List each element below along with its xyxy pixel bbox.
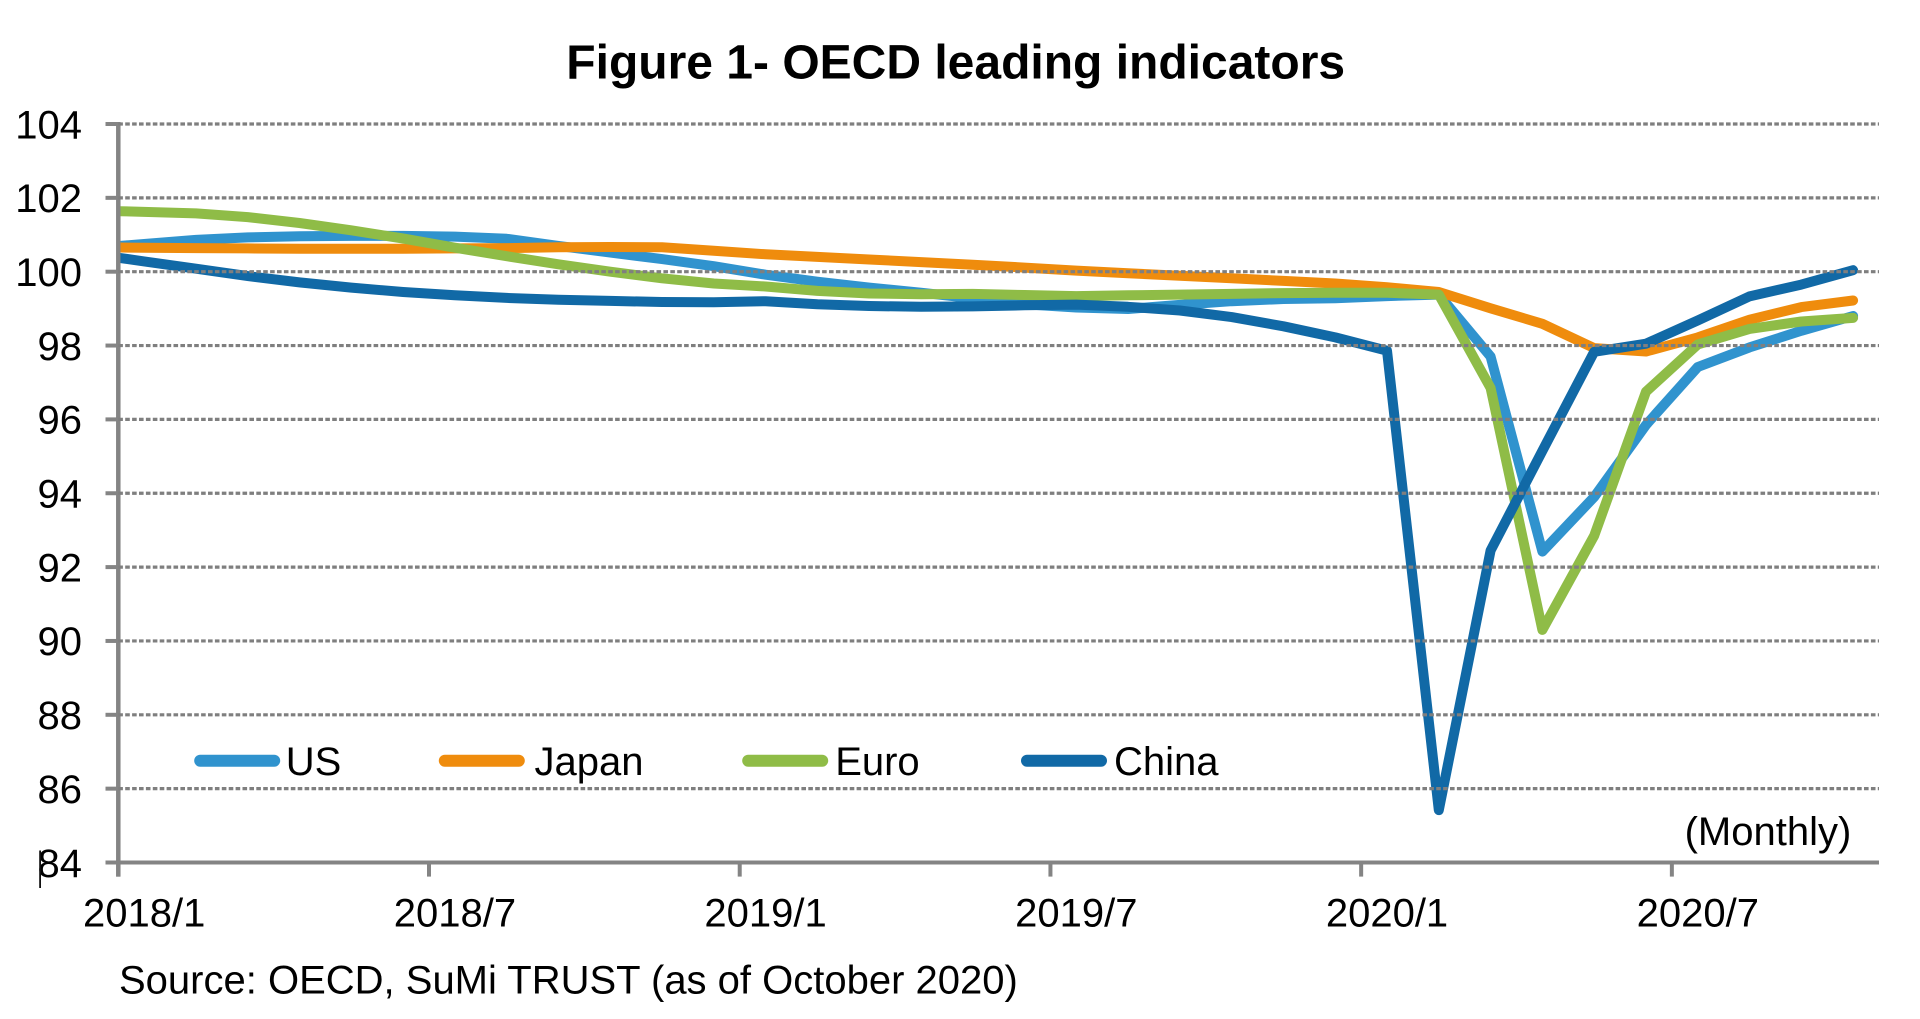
svg-text:98: 98 (38, 325, 83, 369)
svg-text:104: 104 (15, 103, 82, 147)
svg-text:(Monthly): (Monthly) (1685, 810, 1852, 854)
svg-text:2020/1: 2020/1 (1326, 891, 1448, 935)
svg-text:88: 88 (38, 694, 83, 738)
svg-text:90: 90 (38, 620, 83, 664)
svg-text:Euro: Euro (835, 740, 920, 784)
svg-text:100: 100 (15, 251, 82, 295)
svg-text:Japan: Japan (535, 740, 644, 784)
svg-text:94: 94 (38, 473, 83, 517)
svg-text:102: 102 (15, 177, 82, 221)
svg-text:China: China (1114, 740, 1219, 784)
svg-text:2020/7: 2020/7 (1637, 891, 1759, 935)
svg-text:84: 84 (38, 842, 83, 886)
svg-text:92: 92 (38, 546, 83, 590)
svg-text:2018/7: 2018/7 (394, 891, 516, 935)
svg-text:86: 86 (38, 768, 83, 812)
svg-text:2019/1: 2019/1 (704, 891, 826, 935)
svg-text:Figure 1- OECD leading indicat: Figure 1- OECD leading indicators (566, 37, 1345, 90)
svg-text:2019/7: 2019/7 (1015, 891, 1137, 935)
svg-text:2018/1: 2018/1 (83, 891, 205, 935)
svg-text:Source: OECD, SuMi TRUST (as o: Source: OECD, SuMi TRUST (as of October … (119, 959, 1018, 1003)
svg-text:US: US (286, 740, 342, 784)
svg-text:96: 96 (38, 399, 83, 443)
